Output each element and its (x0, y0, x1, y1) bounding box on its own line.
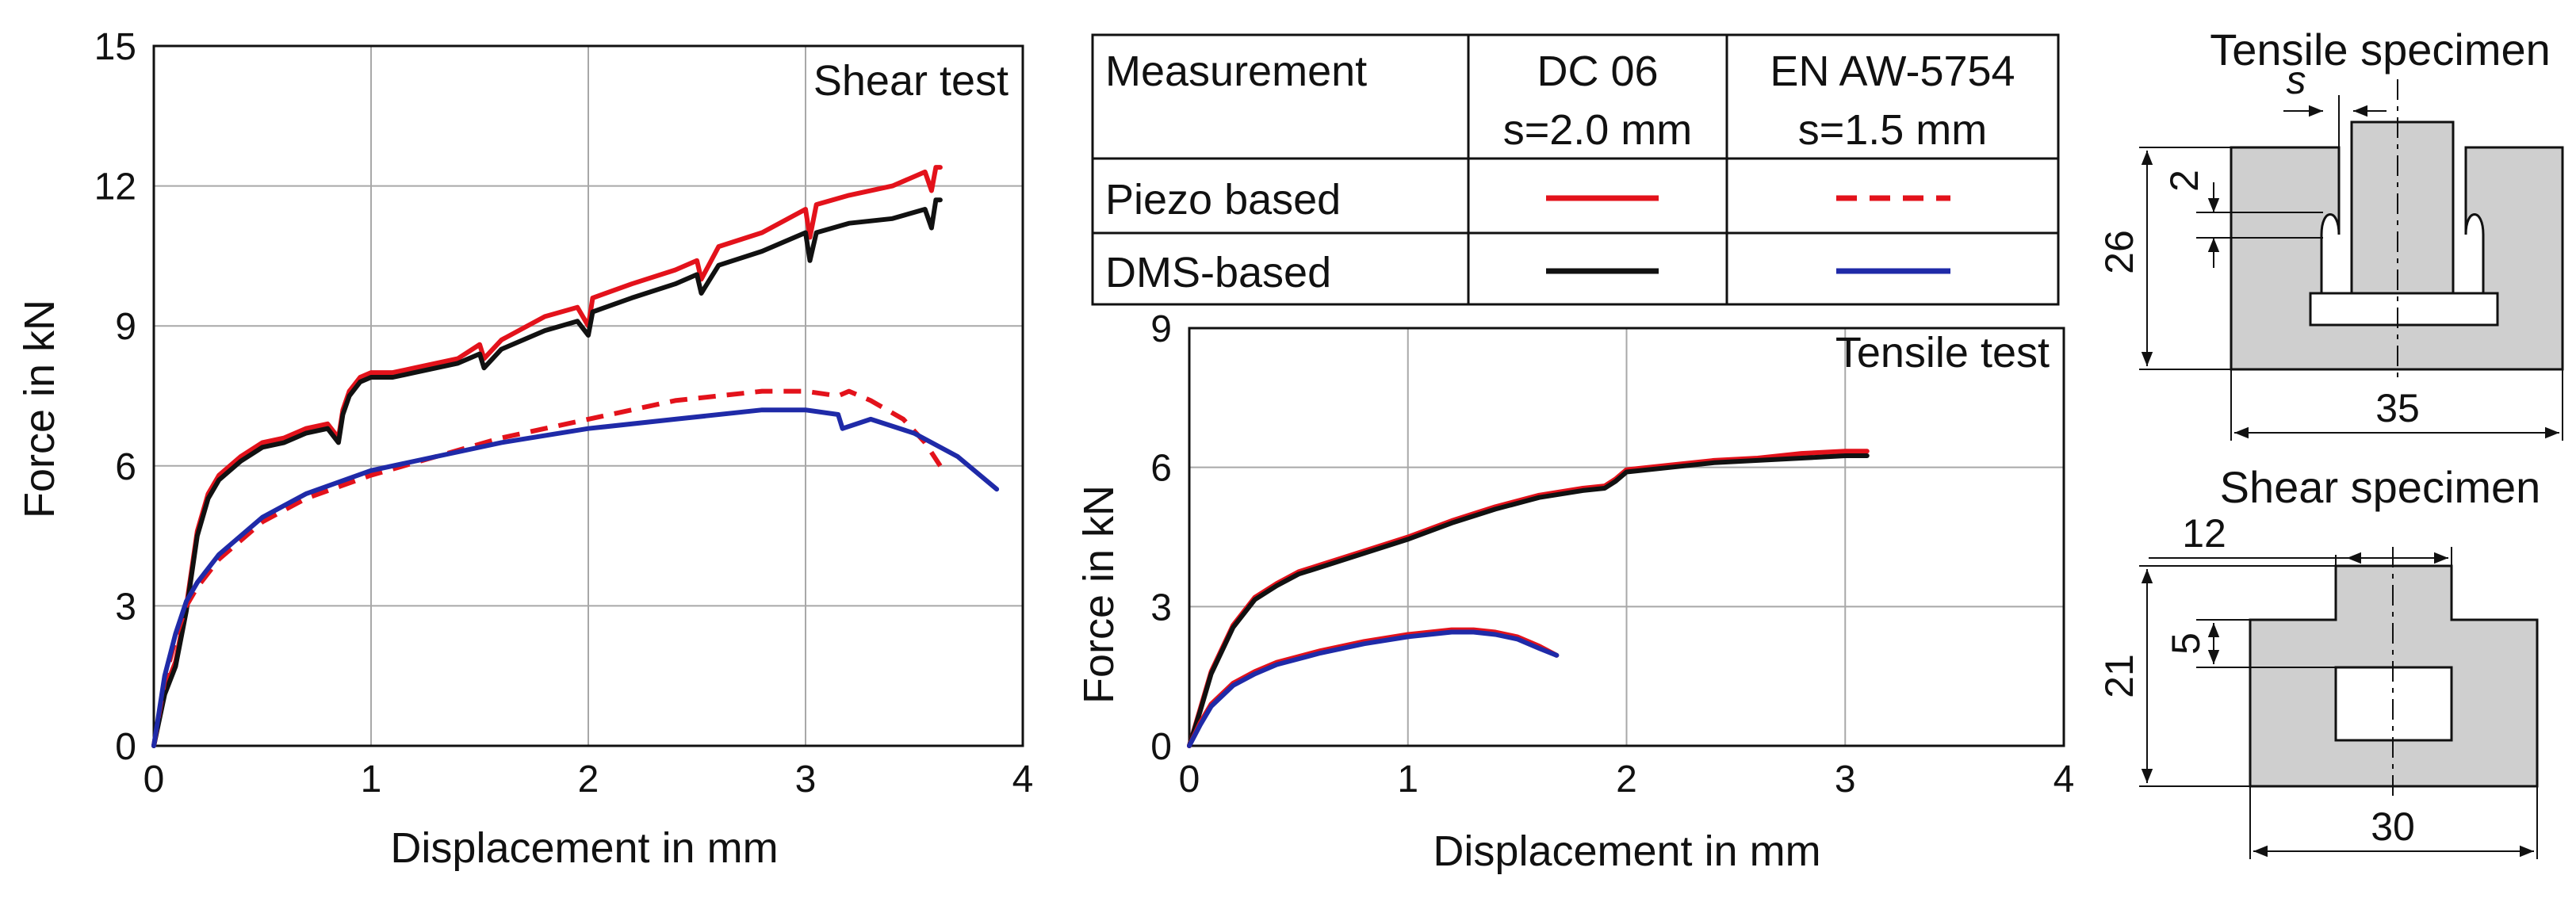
tensile-tick-labels: 0 1 2 3 4 0 3 6 9 (1150, 308, 2074, 801)
tensile-dim-26: 26 (2097, 230, 2142, 274)
shear-specimen-title: Shear specimen (2220, 462, 2541, 512)
legend-table-border (1091, 33, 2060, 306)
shear-y-tick-label: 12 (94, 166, 136, 208)
tensile-x-tick-label: 4 (2054, 759, 2075, 801)
shear-dim-30: 30 (2371, 804, 2415, 849)
tensile-x-tick-label: 1 (1397, 759, 1418, 801)
shear-annotation: Shear test (813, 57, 1009, 105)
tensile-series-en-aw-5754-piezo-based (1187, 627, 1560, 748)
tensile-specimen-slot (2309, 292, 2499, 327)
tensile-specimen-drawing: Tensile specimen s 2 26 35 (2097, 25, 2564, 441)
tensile-y-tick-label: 6 (1150, 448, 1172, 490)
shear-y-tick-label: 15 (94, 26, 136, 68)
shear-dim-21: 21 (2097, 654, 2142, 698)
tensile-test-chart: 0 1 2 3 4 0 3 6 9 Tensile test Displacement in m… (1075, 308, 2074, 875)
tensile-series (1187, 449, 1870, 748)
shear-x-tick-label: 0 (144, 759, 165, 801)
shear-x-axis-label: Displacement in mm (390, 824, 778, 872)
shear-x-tick-label: 4 (1012, 759, 1034, 801)
tensile-specimen-title: Tensile specimen (2210, 25, 2551, 75)
shear-plot-frame (152, 44, 1024, 747)
legend-header-dc06: DC 06 (1537, 48, 1658, 95)
tensile-x-axis-label: Displacement in mm (1433, 827, 1820, 875)
shear-y-axis-label: Force in kN (16, 300, 63, 518)
shear-y-tick-label: 6 (115, 446, 136, 488)
tensile-y-axis-label: Force in kN (1075, 485, 1123, 704)
shear-series-dc-06-dms-based (151, 197, 943, 748)
shear-series-dc-06-piezo-based (151, 165, 943, 748)
legend-row-dms-label: DMS-based (1105, 249, 1331, 296)
tensile-dim-s: s (2287, 58, 2306, 102)
shear-series-en-aw-5754-dms-based (151, 407, 1000, 748)
shear-x-tick-label: 2 (578, 759, 599, 801)
shear-y-tick-label: 3 (115, 586, 136, 628)
shear-grid (154, 46, 1023, 746)
legend-header-en: EN AW-5754 (1770, 48, 2015, 95)
legend-row-piezo-label: Piezo based (1105, 176, 1341, 224)
tensile-series-dc-06-piezo-based (1187, 449, 1870, 748)
shear-y-tick-label: 9 (115, 306, 136, 348)
tensile-y-tick-label: 3 (1150, 587, 1172, 629)
legend-table: Measurement DC 06 s=2.0 mm EN AW-5754 s=… (1091, 33, 2060, 306)
tensile-y-tick-label: 0 (1150, 726, 1172, 768)
tensile-annotation: Tensile test (1835, 329, 2050, 376)
shear-specimen-drawing: Shear specimen 12 5 21 30 (2097, 462, 2540, 859)
shear-x-tick-label: 3 (795, 759, 817, 801)
shear-series (151, 165, 1000, 748)
tensile-series-dc-06-dms-based (1187, 453, 1870, 748)
tensile-y-tick-label: 9 (1150, 308, 1172, 350)
legend-header-dc06-thickness: s=2.0 mm (1503, 106, 1693, 154)
tensile-x-tick-label: 0 (1179, 759, 1200, 801)
shear-y-tick-label: 0 (115, 726, 136, 768)
shear-dim-12: 12 (2182, 511, 2226, 556)
tensile-x-tick-label: 2 (1616, 759, 1637, 801)
legend-header-en-thickness: s=1.5 mm (1798, 106, 1988, 154)
tensile-plot-frame (1188, 327, 2065, 747)
shear-dim-5: 5 (2164, 632, 2208, 655)
legend-header-measurement: Measurement (1105, 48, 1367, 95)
tensile-grid (1189, 328, 2064, 746)
tensile-series-en-aw-5754-dms-based (1187, 629, 1560, 748)
tensile-dim-2: 2 (2162, 170, 2207, 192)
tensile-dim-35: 35 (2375, 386, 2420, 430)
shear-x-tick-label: 1 (361, 759, 382, 801)
tensile-x-tick-label: 3 (1835, 759, 1856, 801)
